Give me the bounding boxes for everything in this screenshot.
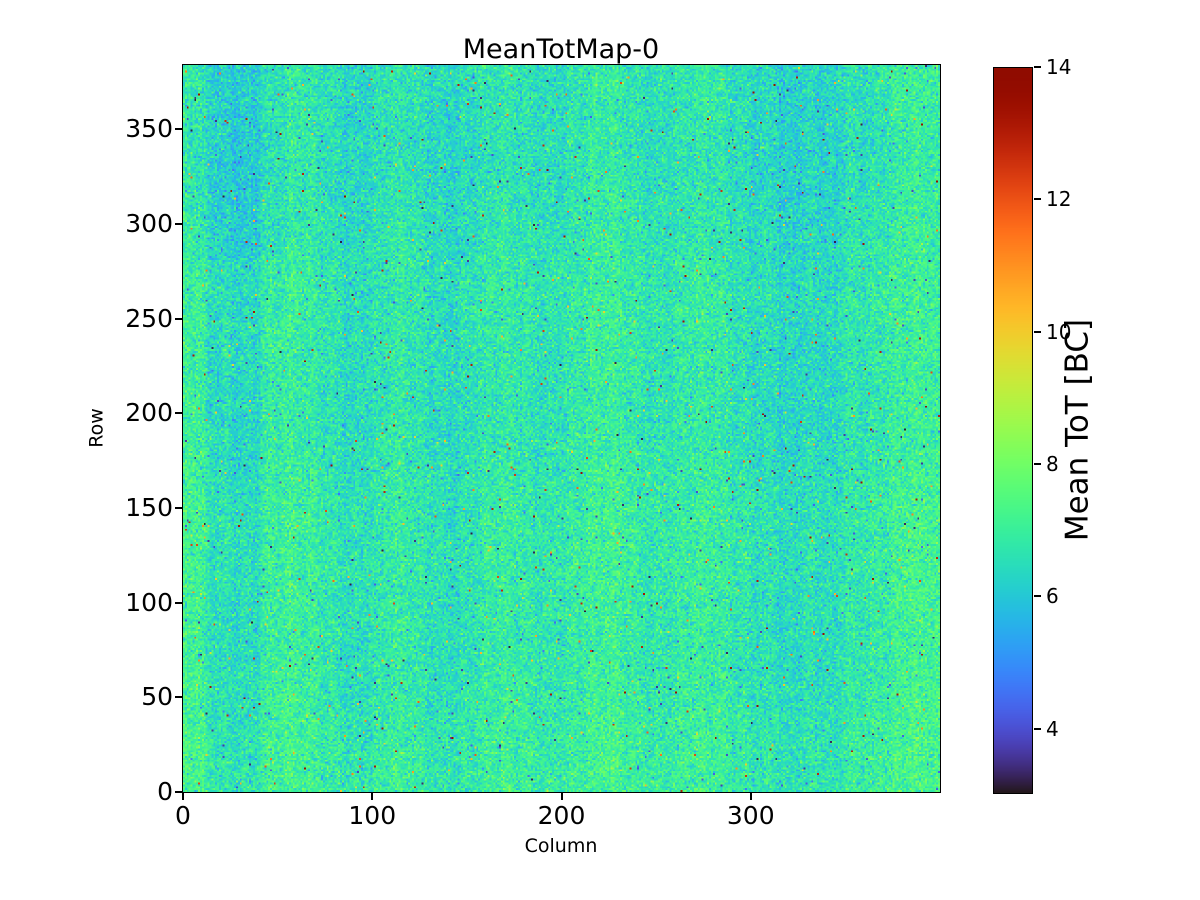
y-tick-label: 0 [157,777,173,806]
colorbar-tick-mark [1034,198,1041,201]
colorbar-tick-label: 14 [1046,55,1072,79]
y-tick-label: 250 [125,303,173,333]
y-tick-mark [175,507,183,510]
y-tick-label: 50 [141,682,173,712]
colorbar-tick-label: 4 [1046,716,1059,741]
x-tick-mark [749,792,752,800]
colorbar-tick-mark [1034,727,1041,730]
x-tick-label: 100 [348,801,397,830]
colorbar-tick-mark [1034,66,1041,68]
y-tick-label: 300 [125,209,173,239]
y-tick-label: 100 [125,587,173,617]
y-tick-label: 350 [125,114,173,144]
y-tick-label: 200 [125,398,173,428]
y-tick-label: 150 [125,493,173,523]
x-tick-label: 0 [175,801,191,830]
x-tick-label: 300 [726,801,775,830]
y-tick-mark [175,696,183,699]
y-tick-mark [175,601,183,604]
y-tick-mark [175,791,183,793]
y-tick-mark [175,128,183,131]
x-axis-label: Column [524,835,598,857]
y-tick-mark [175,412,183,415]
x-tick-mark [371,792,374,800]
heatmap-canvas [183,65,940,792]
colorbar-gradient [994,68,1032,793]
x-tick-mark [182,792,184,800]
colorbar-tick-label: 10 [1046,319,1072,344]
colorbar-tick-label: 6 [1046,584,1059,609]
plot-title: MeanTotMap-0 [462,34,660,65]
x-tick-mark [560,792,563,800]
y-tick-mark [175,317,183,320]
colorbar-tick-mark [1034,595,1041,598]
heatmap-axes [182,64,941,793]
colorbar-tick-mark [1034,330,1041,333]
colorbar-tick-mark [1034,463,1041,466]
colorbar [993,67,1033,794]
colorbar-label: Mean ToT [BC] [1059,318,1096,542]
y-tick-mark [175,223,183,226]
colorbar-tick-label: 12 [1046,187,1072,212]
colorbar-tick-label: 8 [1046,452,1059,477]
x-tick-label: 200 [537,801,586,830]
